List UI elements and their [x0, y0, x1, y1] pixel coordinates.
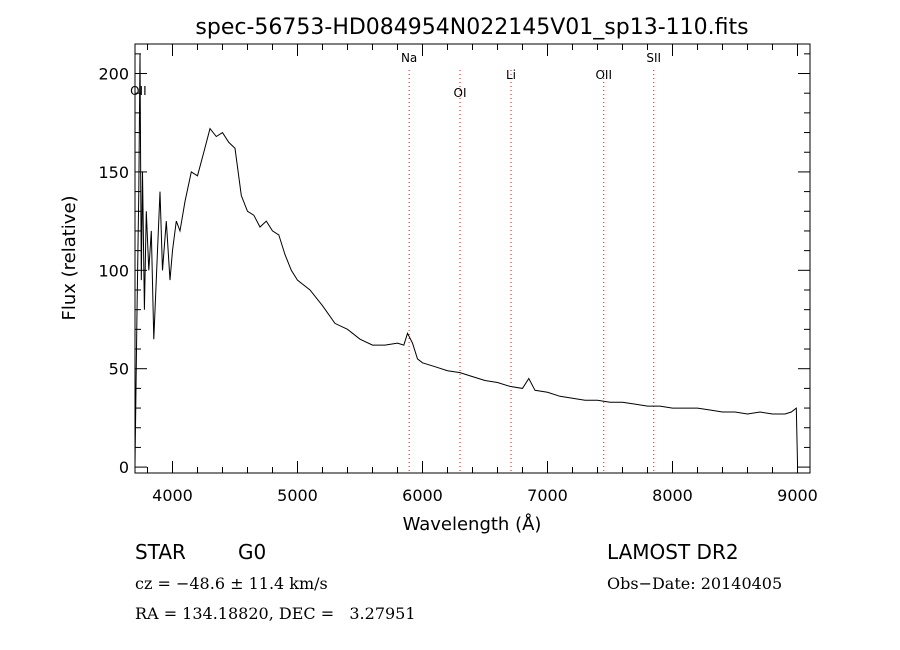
spectrum-series [134, 53, 798, 466]
x-tick-label: 9000 [777, 486, 818, 505]
y-tick-label: 150 [98, 163, 129, 182]
emission-marker-label: Li [506, 68, 516, 82]
obs-date: Obs−Date: 20140405 [607, 574, 783, 593]
emission-marker-label: OII [595, 68, 612, 82]
emission-marker-label: SII [646, 51, 661, 65]
chart-title: spec-56753-HD084954N022145V01_sp13-110.f… [195, 15, 748, 40]
object-class: STAR [135, 540, 186, 564]
y-tick-label: 100 [98, 261, 129, 280]
y-tick-label: 200 [98, 65, 129, 84]
emission-marker-label: OI [454, 86, 467, 100]
x-tick-label: 4000 [152, 486, 193, 505]
y-axis-label: Flux (relative) [59, 195, 80, 320]
x-tick-label: 5000 [277, 486, 318, 505]
y-tick-label: 0 [119, 458, 129, 477]
plot-frame [134, 43, 811, 474]
y-axis: 0 50 100 150 200 [98, 53, 810, 477]
redshift-readout: cz = −48.6 ± 11.4 km/s [135, 574, 328, 593]
x-axis-label: Wavelength (Å) [403, 513, 542, 535]
x-tick-label: 7000 [527, 486, 568, 505]
object-subclass: G0 [238, 540, 267, 564]
spectrum-line [134, 53, 798, 466]
emission-marker-label: Na [401, 51, 417, 65]
coordinates: RA = 134.18820, DEC = 3.27951 [135, 604, 416, 623]
emission-line-markers: OII Na OI Li OII SII [130, 51, 661, 473]
x-axis: 4000 5000 6000 7000 8000 9000 [147, 44, 818, 505]
survey-name: LAMOST DR2 [607, 540, 739, 564]
x-tick-label: 6000 [402, 486, 443, 505]
emission-marker-label: OII [130, 84, 147, 98]
y-tick-label: 50 [109, 360, 129, 379]
x-tick-label: 8000 [652, 486, 693, 505]
